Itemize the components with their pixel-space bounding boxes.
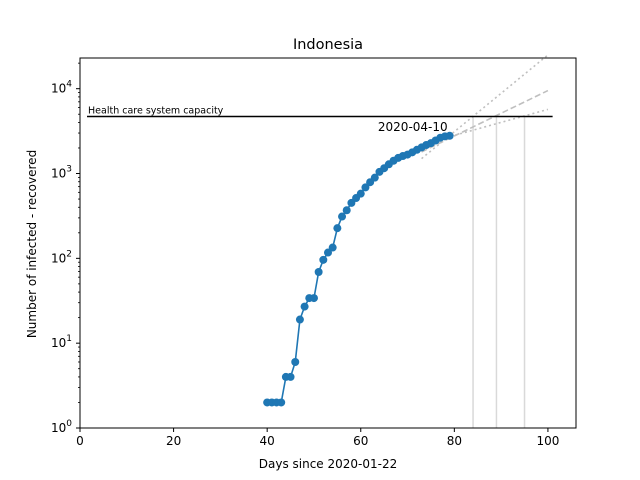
y-tick-label: 100 bbox=[51, 419, 72, 435]
x-tick-label: 40 bbox=[260, 434, 275, 448]
series-group bbox=[263, 131, 454, 407]
x-tick-label: 100 bbox=[536, 434, 559, 448]
data-point bbox=[338, 212, 347, 221]
x-tick-label: 0 bbox=[76, 434, 84, 448]
capacity-group: Health care system capacity bbox=[87, 106, 553, 118]
data-point bbox=[333, 224, 342, 233]
data-point bbox=[361, 183, 370, 192]
data-point bbox=[342, 206, 351, 215]
y-ticks: 100 101 102 103 104 bbox=[51, 62, 80, 435]
data-point bbox=[356, 189, 365, 198]
crossing-lines bbox=[472, 116, 526, 428]
capacity-label: Health care system capacity bbox=[88, 106, 224, 117]
data-point bbox=[445, 131, 454, 140]
data-point bbox=[328, 243, 337, 252]
projections bbox=[421, 54, 549, 160]
axes-frame bbox=[79, 57, 577, 429]
data-point bbox=[314, 268, 323, 277]
data-point bbox=[370, 173, 379, 182]
y-axis-label: Number of infected - recovered bbox=[25, 150, 39, 338]
y-tick-label: 101 bbox=[51, 334, 72, 350]
plot-area: Health care system capacity 2020-04-10 bbox=[87, 54, 553, 428]
projection-line bbox=[421, 54, 549, 160]
y-tick-label: 102 bbox=[51, 249, 72, 265]
data-point bbox=[295, 315, 304, 324]
annotations: 2020-04-10 bbox=[378, 120, 448, 134]
chart-title: Indonesia bbox=[293, 37, 363, 53]
x-tick-label: 80 bbox=[447, 434, 462, 448]
data-point bbox=[286, 372, 295, 381]
data-point bbox=[319, 255, 328, 264]
x-tick-label: 20 bbox=[166, 434, 181, 448]
x-axis-label: Days since 2020-01-22 bbox=[259, 457, 398, 471]
y-tick-label: 103 bbox=[51, 165, 72, 181]
data-point bbox=[309, 294, 318, 303]
data-point bbox=[300, 302, 309, 311]
data-point bbox=[277, 398, 286, 407]
projection-line bbox=[421, 89, 549, 153]
data-point bbox=[324, 248, 332, 257]
x-ticks: 0 20 40 60 80 100 bbox=[76, 428, 559, 448]
date-annotation: 2020-04-10 bbox=[378, 120, 448, 134]
data-point bbox=[291, 357, 300, 366]
x-tick-label: 60 bbox=[353, 434, 368, 448]
y-tick-label: 104 bbox=[51, 80, 72, 96]
